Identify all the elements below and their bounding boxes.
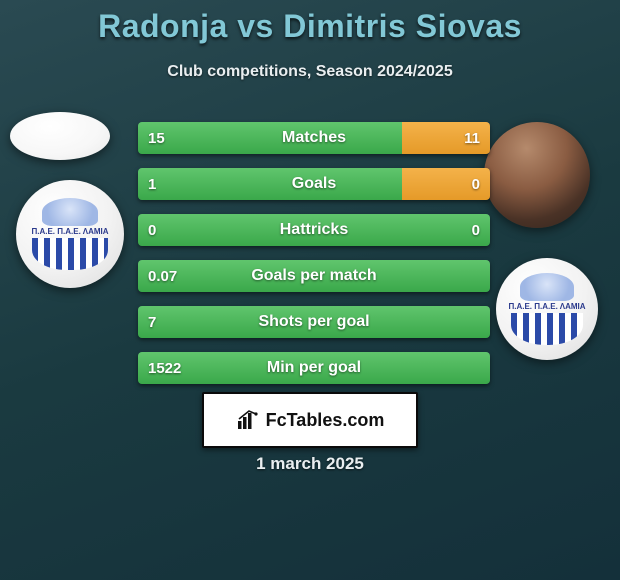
stats-bars: 15Matches111Goals00Hattricks00.07Goals p…	[138, 122, 490, 398]
page-title: Radonja vs Dimitris Siovas	[0, 8, 620, 45]
stat-right-value: 0	[472, 214, 480, 246]
stat-label: Goals per match	[138, 260, 490, 292]
stat-label: Min per goal	[138, 352, 490, 384]
stat-right-value: 11	[464, 122, 480, 154]
club-crest-top-icon	[42, 198, 98, 226]
stat-row: 15Matches11	[138, 122, 490, 154]
fctables-logo-icon	[236, 408, 260, 432]
player-left-avatar	[10, 112, 110, 160]
player-right-avatar	[484, 122, 590, 228]
stat-label: Hattricks	[138, 214, 490, 246]
stat-row: 1Goals0	[138, 168, 490, 200]
stat-label: Matches	[138, 122, 490, 154]
stat-label: Goals	[138, 168, 490, 200]
club-left-label: Π.Α.Ε. Π.Α.Ε. ΛΑΜΙΑ	[31, 228, 108, 236]
stat-row: 1522Min per goal	[138, 352, 490, 384]
club-crest-top-icon	[520, 273, 573, 301]
stat-row: 7Shots per goal	[138, 306, 490, 338]
stat-row: 0.07Goals per match	[138, 260, 490, 292]
stat-right-value: 0	[472, 168, 480, 200]
fctables-badge: FcTables.com	[202, 392, 418, 448]
subtitle: Club competitions, Season 2024/2025	[0, 63, 620, 81]
club-stripes-icon	[511, 313, 582, 345]
stat-label: Shots per goal	[138, 306, 490, 338]
club-left-crest: Π.Α.Ε. Π.Α.Ε. ΛΑΜΙΑ	[16, 180, 124, 288]
club-stripes-icon	[32, 238, 108, 270]
club-right-label: Π.Α.Ε. Π.Α.Ε. ΛΑΜΙΑ	[508, 303, 585, 311]
club-right-crest: Π.Α.Ε. Π.Α.Ε. ΛΑΜΙΑ	[496, 258, 598, 360]
stat-row: 0Hattricks0	[138, 214, 490, 246]
fctables-label: FcTables.com	[266, 410, 385, 431]
comparison-card: Radonja vs Dimitris Siovas Club competit…	[0, 0, 620, 580]
date-label: 1 march 2025	[0, 454, 620, 474]
